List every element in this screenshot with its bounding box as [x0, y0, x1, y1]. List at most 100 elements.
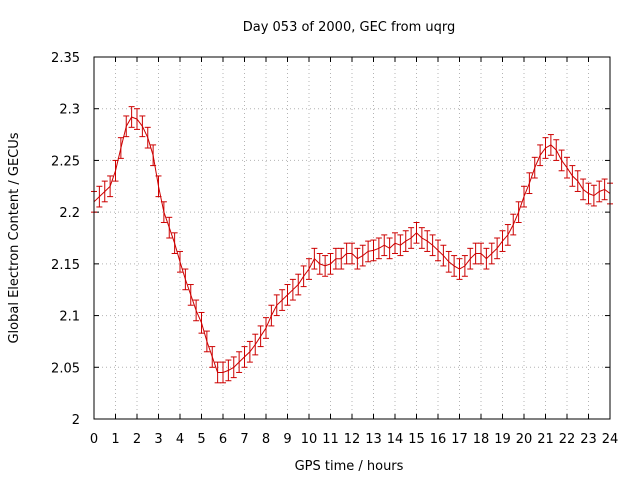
error-bar	[424, 230, 431, 252]
error-bar	[144, 126, 151, 149]
error-bar	[187, 284, 194, 306]
error-bar	[134, 108, 140, 130]
error-bar	[343, 242, 350, 265]
error-bar	[289, 278, 296, 301]
error-bar	[284, 284, 291, 306]
x-tick-label: 6	[219, 432, 227, 447]
x-tick-label: 9	[283, 432, 291, 447]
error-bar	[402, 230, 409, 252]
error-bar	[494, 237, 501, 260]
error-bar	[316, 253, 323, 275]
error-bar	[198, 311, 205, 334]
error-bar	[354, 247, 361, 270]
y-tick-label: 2.2	[59, 206, 80, 221]
error-bar	[435, 239, 441, 262]
error-bar	[585, 182, 592, 205]
error-bar	[220, 361, 226, 384]
x-tick-label: 18	[473, 432, 490, 447]
error-bar	[257, 325, 264, 348]
error-bar	[327, 253, 334, 275]
y-tick-label: 2.35	[51, 51, 80, 66]
x-tick-label: 14	[387, 432, 404, 447]
error-bar	[375, 237, 382, 260]
error-bar	[209, 346, 216, 368]
x-tick-label: 22	[559, 432, 576, 447]
axis-ticks: 0 1 2 3 4 5 6 7 8 9 10 11 12 13 14 15 16 17 18 19 20 21 22 23 24…	[51, 51, 618, 447]
error-bar	[128, 106, 135, 128]
error-bar	[263, 317, 269, 339]
error-bar	[413, 221, 420, 244]
error-bar	[160, 201, 167, 223]
error-bar	[311, 247, 318, 270]
error-bar	[451, 255, 458, 277]
gec-series	[91, 106, 613, 384]
x-tick-label: 24	[602, 432, 619, 447]
error-bar	[166, 216, 173, 239]
y-tick-label: 2.1	[59, 310, 80, 325]
error-bar	[488, 242, 495, 265]
error-bar	[101, 180, 108, 203]
y-tick-label: 2.05	[51, 361, 80, 376]
error-bar	[542, 137, 549, 159]
x-tick-label: 2	[133, 432, 141, 447]
y-tick-label: 2.25	[51, 154, 80, 169]
error-bar	[214, 361, 221, 384]
error-bar	[418, 227, 425, 249]
error-bar	[590, 184, 597, 207]
x-tick-label: 10	[301, 432, 318, 447]
error-bar	[504, 224, 511, 246]
x-tick-label: 20	[516, 432, 533, 447]
error-bar	[461, 255, 468, 277]
error-bar	[370, 239, 377, 262]
error-bar	[564, 156, 570, 179]
x-tick-label: 4	[176, 432, 184, 447]
error-bar	[392, 232, 398, 255]
error-bar	[456, 258, 463, 280]
error-bar	[246, 340, 253, 363]
error-bar	[300, 265, 307, 288]
error-bar	[467, 247, 474, 270]
error-bar	[574, 170, 581, 192]
error-bar	[381, 234, 388, 257]
x-tick-label: 13	[365, 432, 382, 447]
error-bar	[96, 185, 103, 208]
x-tick-label: 21	[537, 432, 554, 447]
error-bar	[139, 115, 146, 138]
error-bar	[182, 268, 189, 291]
x-tick-label: 19	[494, 432, 511, 447]
error-bar	[306, 258, 312, 280]
error-bar	[408, 227, 415, 249]
x-tick-label: 3	[154, 432, 162, 447]
error-bar	[531, 156, 538, 179]
y-tick-label: 2.15	[51, 258, 80, 273]
error-bar	[558, 149, 565, 172]
error-bar	[601, 178, 608, 201]
x-tick-label: 16	[430, 432, 447, 447]
error-bar	[123, 115, 130, 138]
error-bar	[241, 346, 248, 368]
x-tick-label: 23	[580, 432, 597, 447]
x-tick-label: 12	[344, 432, 361, 447]
error-bar	[569, 165, 576, 187]
error-bar	[397, 234, 404, 257]
error-bar	[332, 247, 339, 270]
error-bar	[155, 175, 162, 198]
error-bar	[553, 139, 560, 161]
error-bar	[171, 232, 178, 255]
error-bar	[252, 333, 259, 356]
error-bar	[478, 242, 484, 265]
x-tick-label: 17	[451, 432, 468, 447]
error-bar	[596, 180, 603, 203]
error-bar	[295, 273, 302, 296]
error-bar	[322, 255, 329, 277]
error-bar	[526, 172, 533, 195]
plot-frame	[93, 56, 611, 420]
error-bar	[499, 230, 506, 252]
error-bar	[580, 178, 587, 201]
error-bar	[472, 242, 479, 265]
error-bar	[365, 240, 372, 263]
error-bar	[483, 247, 490, 270]
error-bar	[177, 250, 183, 273]
x-tick-label: 11	[322, 432, 339, 447]
